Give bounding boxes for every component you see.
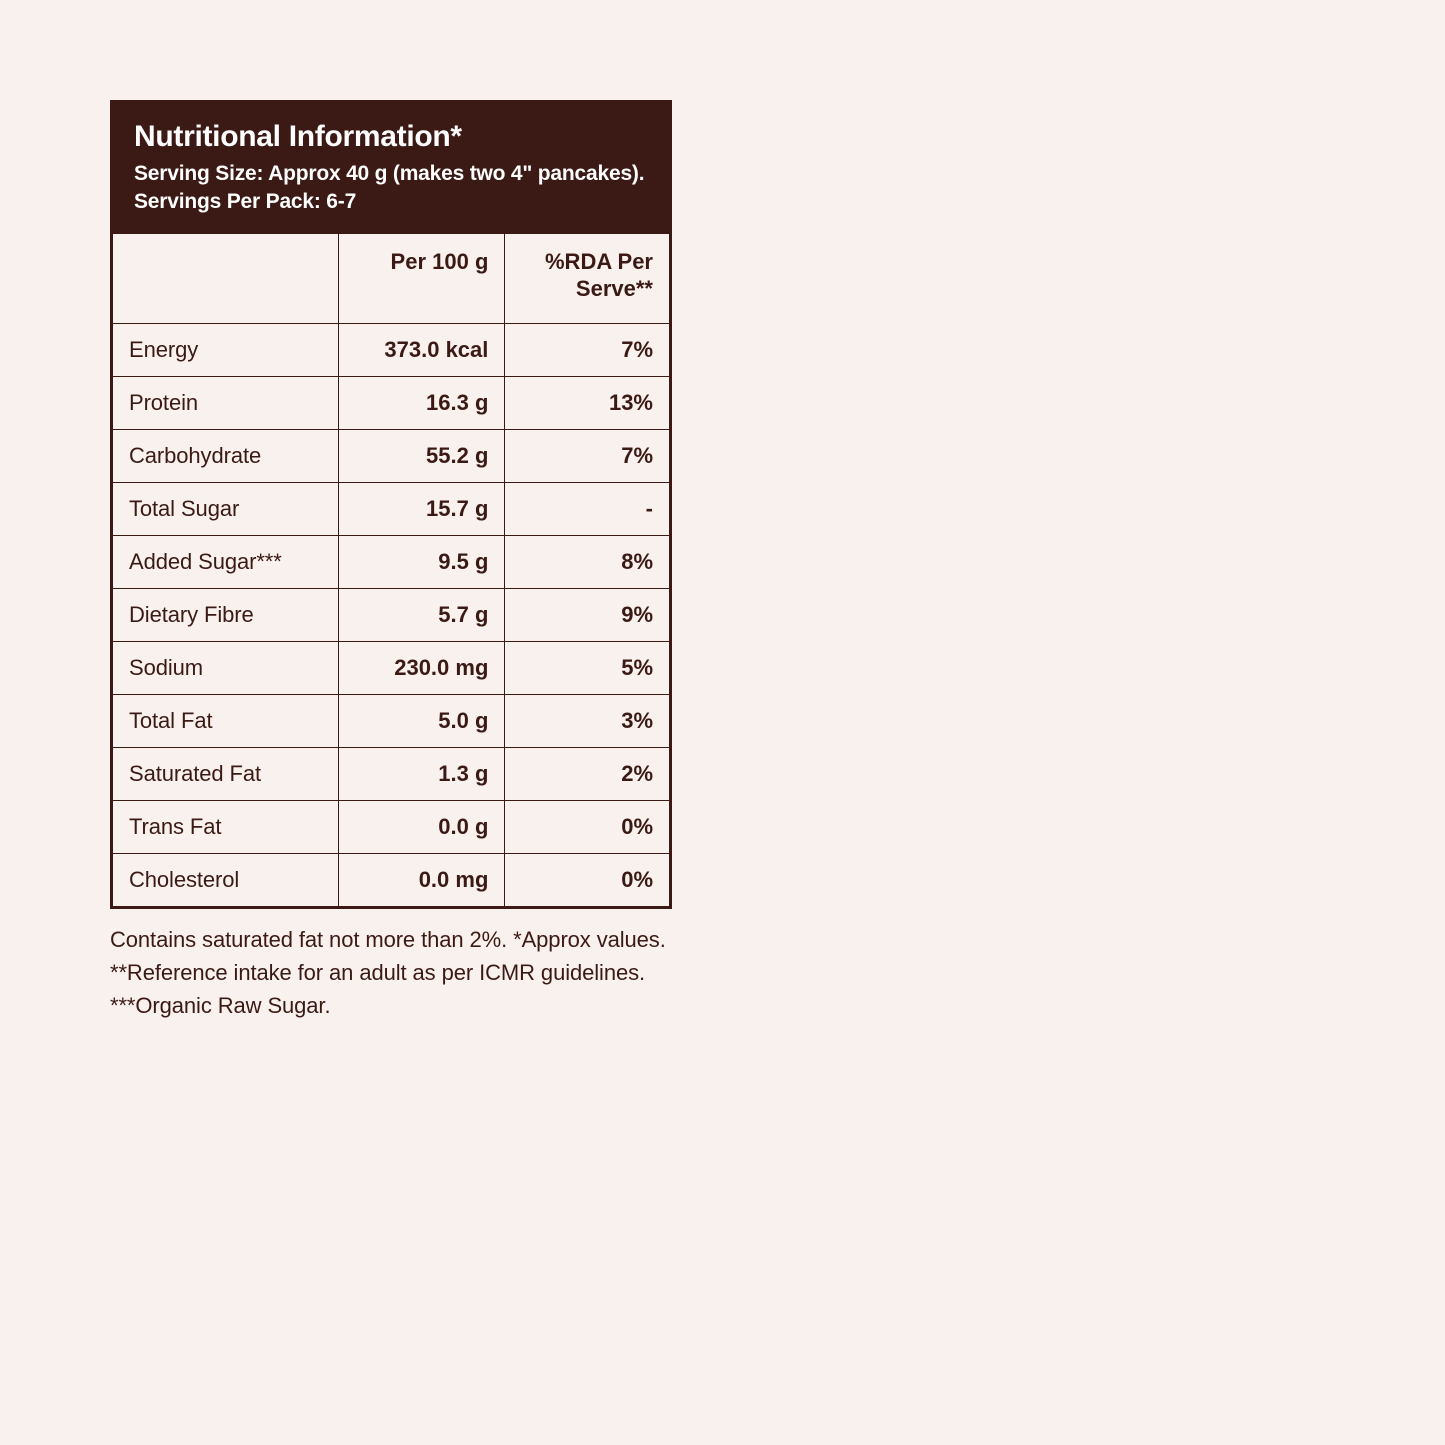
table-row: Total Fat5.0 g3% xyxy=(113,694,670,747)
nutrient-per100g: 16.3 g xyxy=(339,376,505,429)
nutrient-per100g: 55.2 g xyxy=(339,429,505,482)
nutrient-per100g: 9.5 g xyxy=(339,535,505,588)
nutrient-rda: 8% xyxy=(505,535,670,588)
table-row: Dietary Fibre5.7 g9% xyxy=(113,588,670,641)
nutrient-rda: 5% xyxy=(505,641,670,694)
nutrient-per100g: 230.0 mg xyxy=(339,641,505,694)
nutrient-rda: 2% xyxy=(505,747,670,800)
nutrient-rda: 9% xyxy=(505,588,670,641)
nutrient-rda: 3% xyxy=(505,694,670,747)
nutrient-label: Energy xyxy=(113,323,339,376)
nutrient-rda: 0% xyxy=(505,853,670,906)
nutrient-label: Cholesterol xyxy=(113,853,339,906)
footnote-line: ***Organic Raw Sugar. xyxy=(110,989,672,1022)
nutrient-label: Total Sugar xyxy=(113,482,339,535)
nutrient-per100g: 0.0 g xyxy=(339,800,505,853)
nutrient-label: Dietary Fibre xyxy=(113,588,339,641)
footnote-line: **Reference intake for an adult as per I… xyxy=(110,956,672,989)
panel-subtitle: Serving Size: Approx 40 g (makes two 4" … xyxy=(134,160,648,217)
table-row: Trans Fat0.0 g0% xyxy=(113,800,670,853)
nutrient-per100g: 373.0 kcal xyxy=(339,323,505,376)
table-row: Protein16.3 g13% xyxy=(113,376,670,429)
table-body: Energy373.0 kcal7%Protein16.3 g13%Carboh… xyxy=(113,323,670,906)
nutrient-per100g: 5.0 g xyxy=(339,694,505,747)
footnotes: Contains saturated fat not more than 2%.… xyxy=(110,923,672,1022)
table-row: Cholesterol0.0 mg0% xyxy=(113,853,670,906)
nutrient-label: Carbohydrate xyxy=(113,429,339,482)
table-row: Saturated Fat1.3 g2% xyxy=(113,747,670,800)
nutrition-panel: Nutritional Information* Serving Size: A… xyxy=(110,100,672,909)
nutrient-rda: 7% xyxy=(505,323,670,376)
nutrient-per100g: 15.7 g xyxy=(339,482,505,535)
nutrient-rda: - xyxy=(505,482,670,535)
nutrient-rda: 7% xyxy=(505,429,670,482)
table-row: Sodium230.0 mg5% xyxy=(113,641,670,694)
nutrient-label: Protein xyxy=(113,376,339,429)
table-row: Energy373.0 kcal7% xyxy=(113,323,670,376)
nutrient-per100g: 1.3 g xyxy=(339,747,505,800)
col-header-per100g: Per 100 g xyxy=(339,233,505,323)
table-header-row: Per 100 g %RDA Per Serve** xyxy=(113,233,670,323)
nutrient-label: Saturated Fat xyxy=(113,747,339,800)
panel-header: Nutritional Information* Serving Size: A… xyxy=(112,102,670,233)
col-header-blank xyxy=(113,233,339,323)
nutrient-label: Trans Fat xyxy=(113,800,339,853)
table-row: Total Sugar15.7 g- xyxy=(113,482,670,535)
footnote-line: Contains saturated fat not more than 2%.… xyxy=(110,923,672,956)
nutrition-table: Per 100 g %RDA Per Serve** Energy373.0 k… xyxy=(112,233,670,907)
nutrient-per100g: 5.7 g xyxy=(339,588,505,641)
nutrient-label: Sodium xyxy=(113,641,339,694)
table-row: Carbohydrate55.2 g7% xyxy=(113,429,670,482)
nutrient-label: Total Fat xyxy=(113,694,339,747)
nutrient-label: Added Sugar*** xyxy=(113,535,339,588)
col-header-rda: %RDA Per Serve** xyxy=(505,233,670,323)
panel-title: Nutritional Information* xyxy=(134,120,648,154)
nutrient-rda: 0% xyxy=(505,800,670,853)
nutrient-rda: 13% xyxy=(505,376,670,429)
nutrient-per100g: 0.0 mg xyxy=(339,853,505,906)
table-row: Added Sugar***9.5 g8% xyxy=(113,535,670,588)
